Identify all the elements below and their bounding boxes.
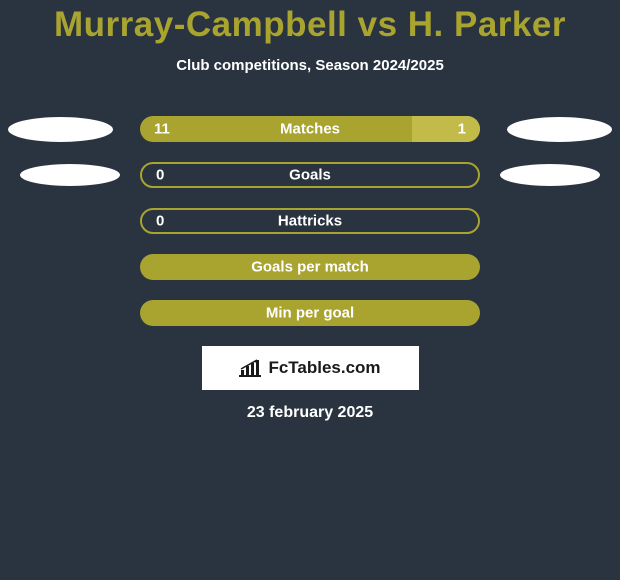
stat-bar-gpm: Goals per match (140, 254, 480, 280)
player2-badge (507, 117, 612, 142)
subtitle: Club competitions, Season 2024/2025 (0, 57, 620, 74)
stat-label: Matches (280, 121, 340, 138)
source-logo: FcTables.com (202, 346, 419, 390)
stat-right-value: 1 (458, 121, 466, 138)
stat-left-value: 11 (154, 121, 170, 138)
stat-row-gpm: Goals per match (0, 254, 620, 280)
stat-row-goals: 0 Goals (0, 162, 620, 188)
date-label: 23 february 2025 (0, 404, 620, 422)
player2-badge (500, 164, 600, 186)
stat-label: Goals (289, 167, 331, 184)
stat-bar-matches: 11 Matches 1 (140, 116, 480, 142)
player1-badge (8, 117, 113, 142)
page-title: Murray-Campbell vs H. Parker (0, 5, 620, 45)
stat-bar-mpg: Min per goal (140, 300, 480, 326)
comparison-widget: Murray-Campbell vs H. Parker Club compet… (0, 0, 620, 422)
stat-row-hattricks: 0 Hattricks (0, 208, 620, 234)
chart-icon (239, 359, 261, 377)
stat-bar-goals: 0 Goals (140, 162, 480, 188)
stat-label: Min per goal (266, 305, 354, 322)
stat-bar-fill (412, 116, 480, 142)
player1-badge (20, 164, 120, 186)
stat-row-mpg: Min per goal (0, 300, 620, 326)
stat-row-matches: 11 Matches 1 (0, 116, 620, 142)
stat-left-value: 0 (156, 213, 164, 230)
stat-label: Hattricks (278, 213, 342, 230)
stat-left-value: 0 (156, 167, 164, 184)
logo-text: FcTables.com (239, 358, 380, 378)
stat-bar-hattricks: 0 Hattricks (140, 208, 480, 234)
stat-label: Goals per match (251, 259, 369, 276)
